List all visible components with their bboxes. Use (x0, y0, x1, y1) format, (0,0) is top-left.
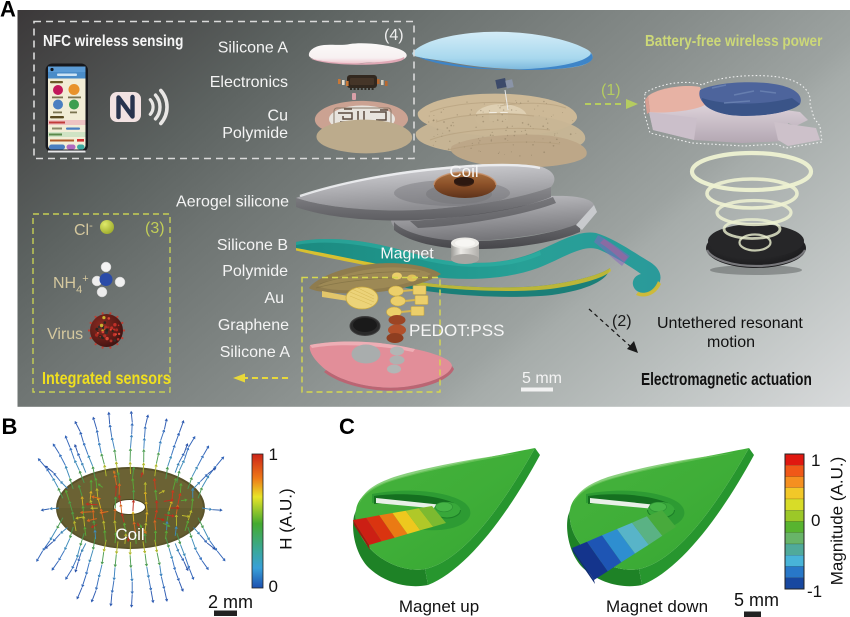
svg-text:1: 1 (811, 451, 820, 470)
svg-text:A: A (0, 0, 16, 22)
svg-text:1: 1 (269, 445, 278, 464)
svg-text:NFC wireless sensing: NFC wireless sensing (43, 33, 183, 50)
svg-text:Magnet up: Magnet up (399, 597, 479, 616)
svg-text:Untethered resonant: Untethered resonant (657, 315, 803, 332)
svg-text:Magnet: Magnet (380, 246, 434, 263)
svg-text:Polymide: Polymide (222, 263, 288, 280)
svg-text:H (A.U.): H (A.U.) (276, 488, 295, 549)
svg-text:0: 0 (269, 577, 278, 596)
svg-text:motion: motion (707, 334, 755, 351)
svg-text:Coil: Coil (449, 162, 478, 181)
svg-text:Cl-: Cl- (74, 220, 93, 239)
svg-text:Silicone B: Silicone B (217, 237, 288, 254)
svg-text:5 mm: 5 mm (734, 590, 779, 610)
svg-text:Magnitude (A.U.): Magnitude (A.U.) (827, 457, 846, 586)
svg-text:(1): (1) (601, 82, 621, 99)
svg-text:Integrated sensors: Integrated sensors (42, 369, 171, 389)
svg-text:(2): (2) (612, 313, 632, 330)
svg-text:B: B (2, 414, 18, 439)
svg-text:Electronics: Electronics (210, 74, 288, 91)
svg-text:(3): (3) (145, 220, 165, 237)
svg-text:Aerogel silicone: Aerogel silicone (176, 194, 289, 211)
svg-text:Au: Au (264, 290, 284, 307)
svg-text:Silicone A: Silicone A (218, 40, 289, 57)
svg-text:Coil: Coil (115, 525, 144, 544)
svg-text:5 mm: 5 mm (522, 370, 562, 387)
svg-text:2 mm: 2 mm (208, 592, 253, 612)
svg-text:PEDOT:PSS: PEDOT:PSS (409, 321, 504, 340)
svg-text:Electromagnetic actuation: Electromagnetic actuation (641, 370, 812, 389)
svg-text:Magnet down: Magnet down (606, 597, 708, 616)
svg-text:-1: -1 (807, 582, 822, 601)
svg-text:Virus: Virus (47, 326, 83, 343)
svg-text:Battery-free wireless power: Battery-free wireless power (645, 33, 823, 50)
svg-text:Silicone A: Silicone A (220, 344, 291, 361)
svg-text:0: 0 (811, 511, 820, 530)
svg-text:C: C (339, 414, 355, 439)
svg-text:Cu: Cu (268, 108, 288, 125)
svg-text:(4): (4) (384, 27, 404, 44)
svg-text:Graphene: Graphene (218, 317, 289, 334)
svg-text:Polymide: Polymide (222, 125, 288, 142)
